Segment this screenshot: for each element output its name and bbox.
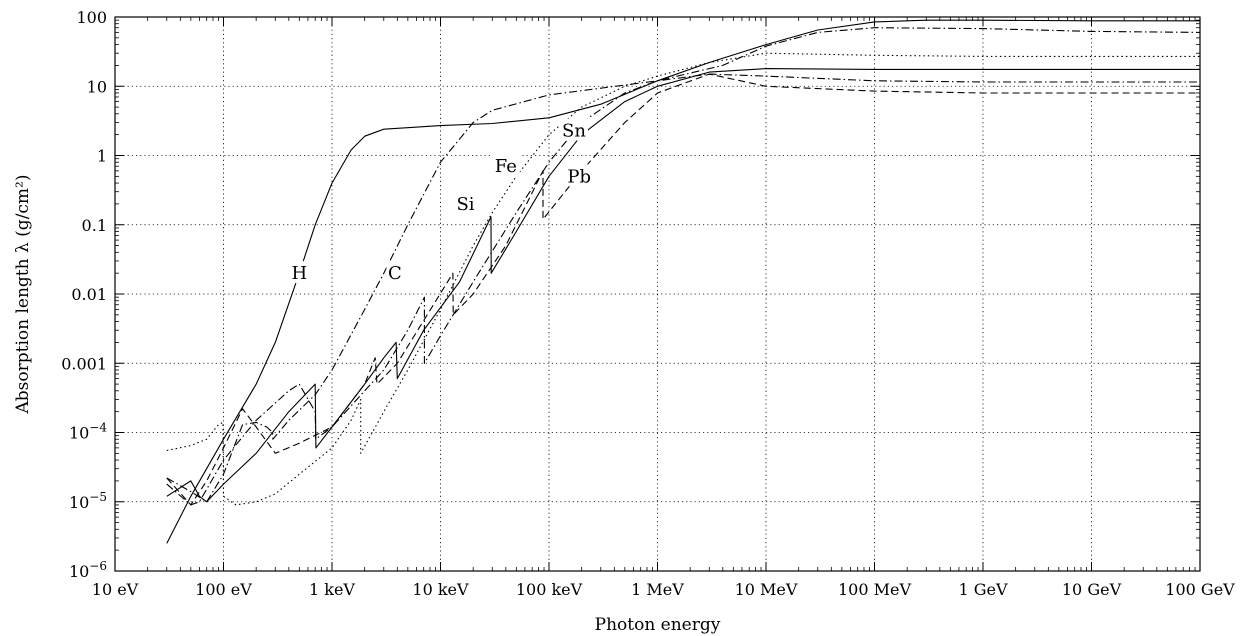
y-tick-label: 10−4 xyxy=(69,421,107,443)
series-label-c: C xyxy=(388,263,402,284)
series-label-sn: Sn xyxy=(562,120,586,141)
series-label-h: H xyxy=(291,263,307,284)
grid-lines xyxy=(115,17,1200,571)
tick-marks xyxy=(114,16,1201,572)
series-line-fe xyxy=(166,73,1200,506)
series-labels: H C Si Fe Sn Pb xyxy=(290,118,594,284)
y-tick-label: 0.001 xyxy=(61,354,107,373)
series-label-bg xyxy=(290,261,308,284)
series-label-bg xyxy=(565,164,594,187)
y-tick-label: 100 xyxy=(76,8,107,27)
series-line-pb xyxy=(166,73,1200,506)
x-tick-label: 100 keV xyxy=(516,580,583,599)
series-lines xyxy=(166,19,1201,544)
x-tick-label: 100 eV xyxy=(195,580,252,599)
y-tick-label: 0.1 xyxy=(82,216,107,235)
y-axis-title: Absorption length λ (g/cm²) xyxy=(13,174,33,414)
series-label-bg xyxy=(451,191,480,214)
series-line-c xyxy=(166,27,1201,503)
y-tick-label: 10 xyxy=(87,77,107,96)
x-tick-label: 10 GeV xyxy=(1062,580,1122,599)
x-tick-label: 10 MeV xyxy=(735,580,798,599)
x-axis-title: Photon energy xyxy=(595,615,721,635)
series-label-pb: Pb xyxy=(567,166,591,187)
series-line-h xyxy=(166,19,1200,544)
series-label-bg xyxy=(386,261,404,284)
series-label-fe: Fe xyxy=(495,156,517,177)
series-line-si xyxy=(166,52,1200,506)
series-label-bg xyxy=(560,118,589,141)
x-tick-label: 1 keV xyxy=(309,580,355,599)
y-tick-labels: 10−6 10−5 10−4 0.001 0.01 0.1 1 10 100 xyxy=(61,8,107,581)
x-tick-labels: 10 eV 100 eV 1 keV 10 keV 100 keV 1 MeV 10 MeV… xyxy=(92,580,1235,599)
series-label-bg xyxy=(491,154,520,177)
series-label-si: Si xyxy=(456,194,474,215)
y-tick-label: 1 xyxy=(97,147,107,166)
x-tick-label: 1 MeV xyxy=(631,580,684,599)
x-tick-label: 100 GeV xyxy=(1165,580,1235,599)
y-tick-label: 10−6 xyxy=(69,559,107,581)
x-tick-label: 10 eV xyxy=(92,580,139,599)
x-tick-label: 100 MeV xyxy=(838,580,911,599)
series-line-sn xyxy=(166,68,1200,503)
plot-frame xyxy=(114,16,1201,572)
y-tick-label: 0.01 xyxy=(71,285,107,304)
x-tick-label: 1 GeV xyxy=(958,580,1008,599)
x-tick-label: 10 keV xyxy=(412,580,469,599)
y-tick-label: 10−5 xyxy=(69,490,107,512)
